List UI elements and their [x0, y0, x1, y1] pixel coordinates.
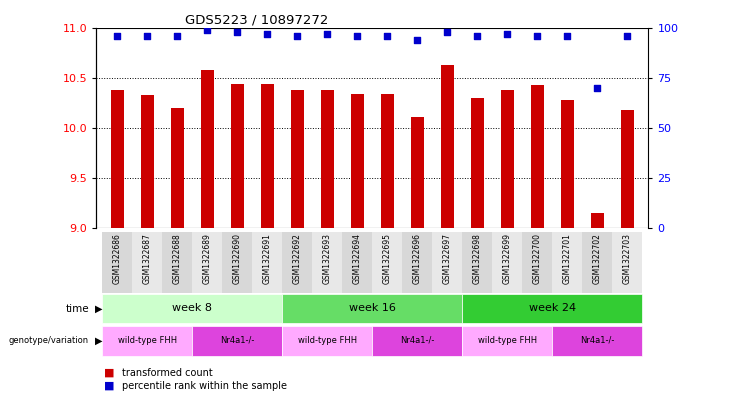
- Bar: [552, 326, 642, 356]
- Text: ■: ■: [104, 368, 114, 378]
- Text: percentile rank within the sample: percentile rank within the sample: [122, 381, 288, 391]
- Point: [202, 26, 213, 33]
- Bar: [492, 232, 522, 293]
- Bar: [441, 64, 454, 228]
- Bar: [282, 326, 372, 356]
- Bar: [133, 232, 162, 293]
- Bar: [313, 232, 342, 293]
- Point: [502, 30, 514, 37]
- Bar: [141, 95, 154, 228]
- Text: GSM1322691: GSM1322691: [263, 233, 272, 284]
- Text: GSM1322686: GSM1322686: [113, 233, 122, 284]
- Bar: [102, 232, 133, 293]
- Text: GSM1322698: GSM1322698: [473, 233, 482, 284]
- Bar: [411, 117, 424, 228]
- Text: GSM1322703: GSM1322703: [623, 233, 632, 284]
- Text: ■: ■: [104, 381, 114, 391]
- Bar: [222, 232, 253, 293]
- Text: GSM1322693: GSM1322693: [323, 233, 332, 284]
- Text: ▶: ▶: [95, 336, 102, 346]
- Bar: [282, 232, 313, 293]
- Text: wild-type FHH: wild-type FHH: [118, 336, 177, 345]
- Bar: [290, 90, 304, 228]
- Bar: [462, 294, 642, 323]
- Bar: [501, 90, 514, 228]
- Bar: [462, 326, 552, 356]
- Point: [231, 28, 243, 35]
- Text: wild-type FHH: wild-type FHH: [298, 336, 357, 345]
- Bar: [170, 108, 184, 228]
- Text: GSM1322699: GSM1322699: [503, 233, 512, 284]
- Bar: [621, 110, 634, 228]
- Bar: [230, 84, 244, 228]
- Text: wild-type FHH: wild-type FHH: [478, 336, 537, 345]
- Bar: [282, 294, 462, 323]
- Point: [351, 32, 363, 39]
- Bar: [342, 232, 373, 293]
- Bar: [591, 213, 604, 228]
- Bar: [582, 232, 612, 293]
- Bar: [552, 232, 582, 293]
- Bar: [402, 232, 432, 293]
- Point: [471, 32, 483, 39]
- Text: GDS5223 / 10897272: GDS5223 / 10897272: [185, 14, 328, 27]
- Point: [142, 32, 153, 39]
- Bar: [162, 232, 193, 293]
- Bar: [531, 84, 544, 228]
- Bar: [372, 232, 402, 293]
- Text: GSM1322695: GSM1322695: [383, 233, 392, 284]
- Bar: [253, 232, 282, 293]
- Bar: [612, 232, 642, 293]
- Text: GSM1322697: GSM1322697: [443, 233, 452, 284]
- Point: [442, 28, 453, 35]
- Bar: [193, 232, 222, 293]
- Text: GSM1322690: GSM1322690: [233, 233, 242, 284]
- Text: week 24: week 24: [529, 303, 576, 313]
- Text: GSM1322701: GSM1322701: [563, 233, 572, 284]
- Bar: [110, 90, 124, 228]
- Text: genotype/variation: genotype/variation: [9, 336, 89, 345]
- Bar: [321, 90, 334, 228]
- Text: ▶: ▶: [95, 303, 102, 314]
- Text: GSM1322692: GSM1322692: [293, 233, 302, 284]
- Bar: [522, 232, 552, 293]
- Text: time: time: [65, 303, 89, 314]
- Bar: [381, 94, 394, 228]
- Point: [411, 37, 423, 43]
- Text: week 8: week 8: [173, 303, 213, 313]
- Point: [622, 32, 634, 39]
- Point: [531, 32, 543, 39]
- Text: week 16: week 16: [349, 303, 396, 313]
- Bar: [201, 70, 214, 228]
- Text: GSM1322702: GSM1322702: [593, 233, 602, 284]
- Text: GSM1322700: GSM1322700: [533, 233, 542, 284]
- Text: Nr4a1-/-: Nr4a1-/-: [220, 336, 254, 345]
- Bar: [193, 326, 282, 356]
- Point: [382, 32, 393, 39]
- Text: transformed count: transformed count: [122, 368, 213, 378]
- Bar: [102, 294, 282, 323]
- Bar: [372, 326, 462, 356]
- Point: [322, 30, 333, 37]
- Bar: [471, 97, 484, 228]
- Point: [171, 32, 183, 39]
- Text: GSM1322689: GSM1322689: [203, 233, 212, 284]
- Bar: [350, 94, 364, 228]
- Text: GSM1322687: GSM1322687: [143, 233, 152, 284]
- Text: GSM1322694: GSM1322694: [353, 233, 362, 284]
- Point: [562, 32, 574, 39]
- Bar: [432, 232, 462, 293]
- Text: GSM1322688: GSM1322688: [173, 233, 182, 284]
- Bar: [462, 232, 492, 293]
- Text: Nr4a1-/-: Nr4a1-/-: [580, 336, 614, 345]
- Bar: [102, 326, 193, 356]
- Point: [262, 30, 273, 37]
- Text: GSM1322696: GSM1322696: [413, 233, 422, 284]
- Text: Nr4a1-/-: Nr4a1-/-: [400, 336, 434, 345]
- Point: [591, 84, 603, 91]
- Point: [291, 32, 303, 39]
- Bar: [561, 100, 574, 228]
- Bar: [261, 84, 274, 228]
- Point: [111, 32, 123, 39]
